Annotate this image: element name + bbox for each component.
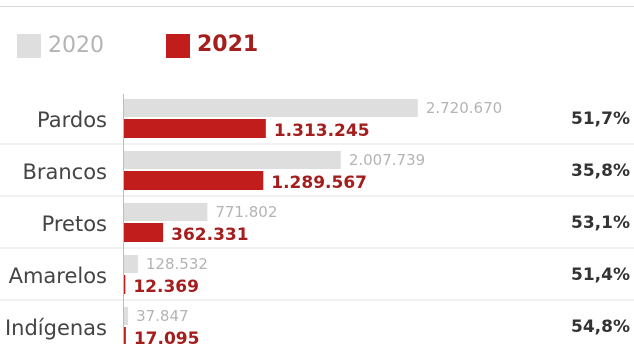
- bar-2021: [124, 275, 126, 294]
- category-label: Pardos: [37, 108, 107, 132]
- legend-swatch-2020: [17, 34, 41, 58]
- percentage-label: 35,8%: [571, 161, 630, 181]
- value-label-2021: 1.313.245: [274, 121, 370, 141]
- legend-label-2020: 2020: [48, 33, 104, 58]
- bar-2021: [124, 171, 264, 190]
- value-label-2020: 771.802: [215, 203, 277, 221]
- bar-2020: [124, 255, 138, 273]
- percentage-label: 54,8%: [571, 317, 630, 337]
- value-label-2020: 2.007.739: [349, 151, 425, 169]
- value-label-2020: 128.532: [146, 255, 208, 273]
- legend: 2020 2021: [0, 0, 634, 90]
- legend-swatch-2021: [166, 34, 190, 58]
- value-label-2021: 12.369: [133, 277, 199, 297]
- value-label-2021: 362.331: [171, 225, 248, 245]
- category-label: Pretos: [42, 212, 107, 236]
- percentage-label: 51,4%: [571, 265, 630, 285]
- percentage-label: 51,7%: [571, 109, 630, 129]
- category-label: Amarelos: [9, 264, 107, 288]
- bar-2021: [124, 223, 164, 242]
- bar-2020: [124, 203, 208, 221]
- bar-2020: [124, 151, 341, 169]
- category-label: Brancos: [22, 160, 107, 184]
- bar-2021: [124, 119, 266, 138]
- bar-2020: [124, 307, 129, 325]
- value-label-2020: 37.847: [136, 307, 189, 325]
- value-label-2021: 1.289.567: [271, 173, 367, 193]
- category-label: Indígenas: [5, 316, 107, 340]
- bar-2021: [124, 327, 126, 344]
- top-divider: [0, 6, 634, 7]
- legend-label-2021: 2021: [197, 32, 259, 57]
- bar-2020: [124, 99, 418, 117]
- percentage-label: 53,1%: [571, 213, 630, 233]
- value-label-2020: 2.720.670: [426, 99, 502, 117]
- value-label-2021: 17.095: [134, 329, 200, 344]
